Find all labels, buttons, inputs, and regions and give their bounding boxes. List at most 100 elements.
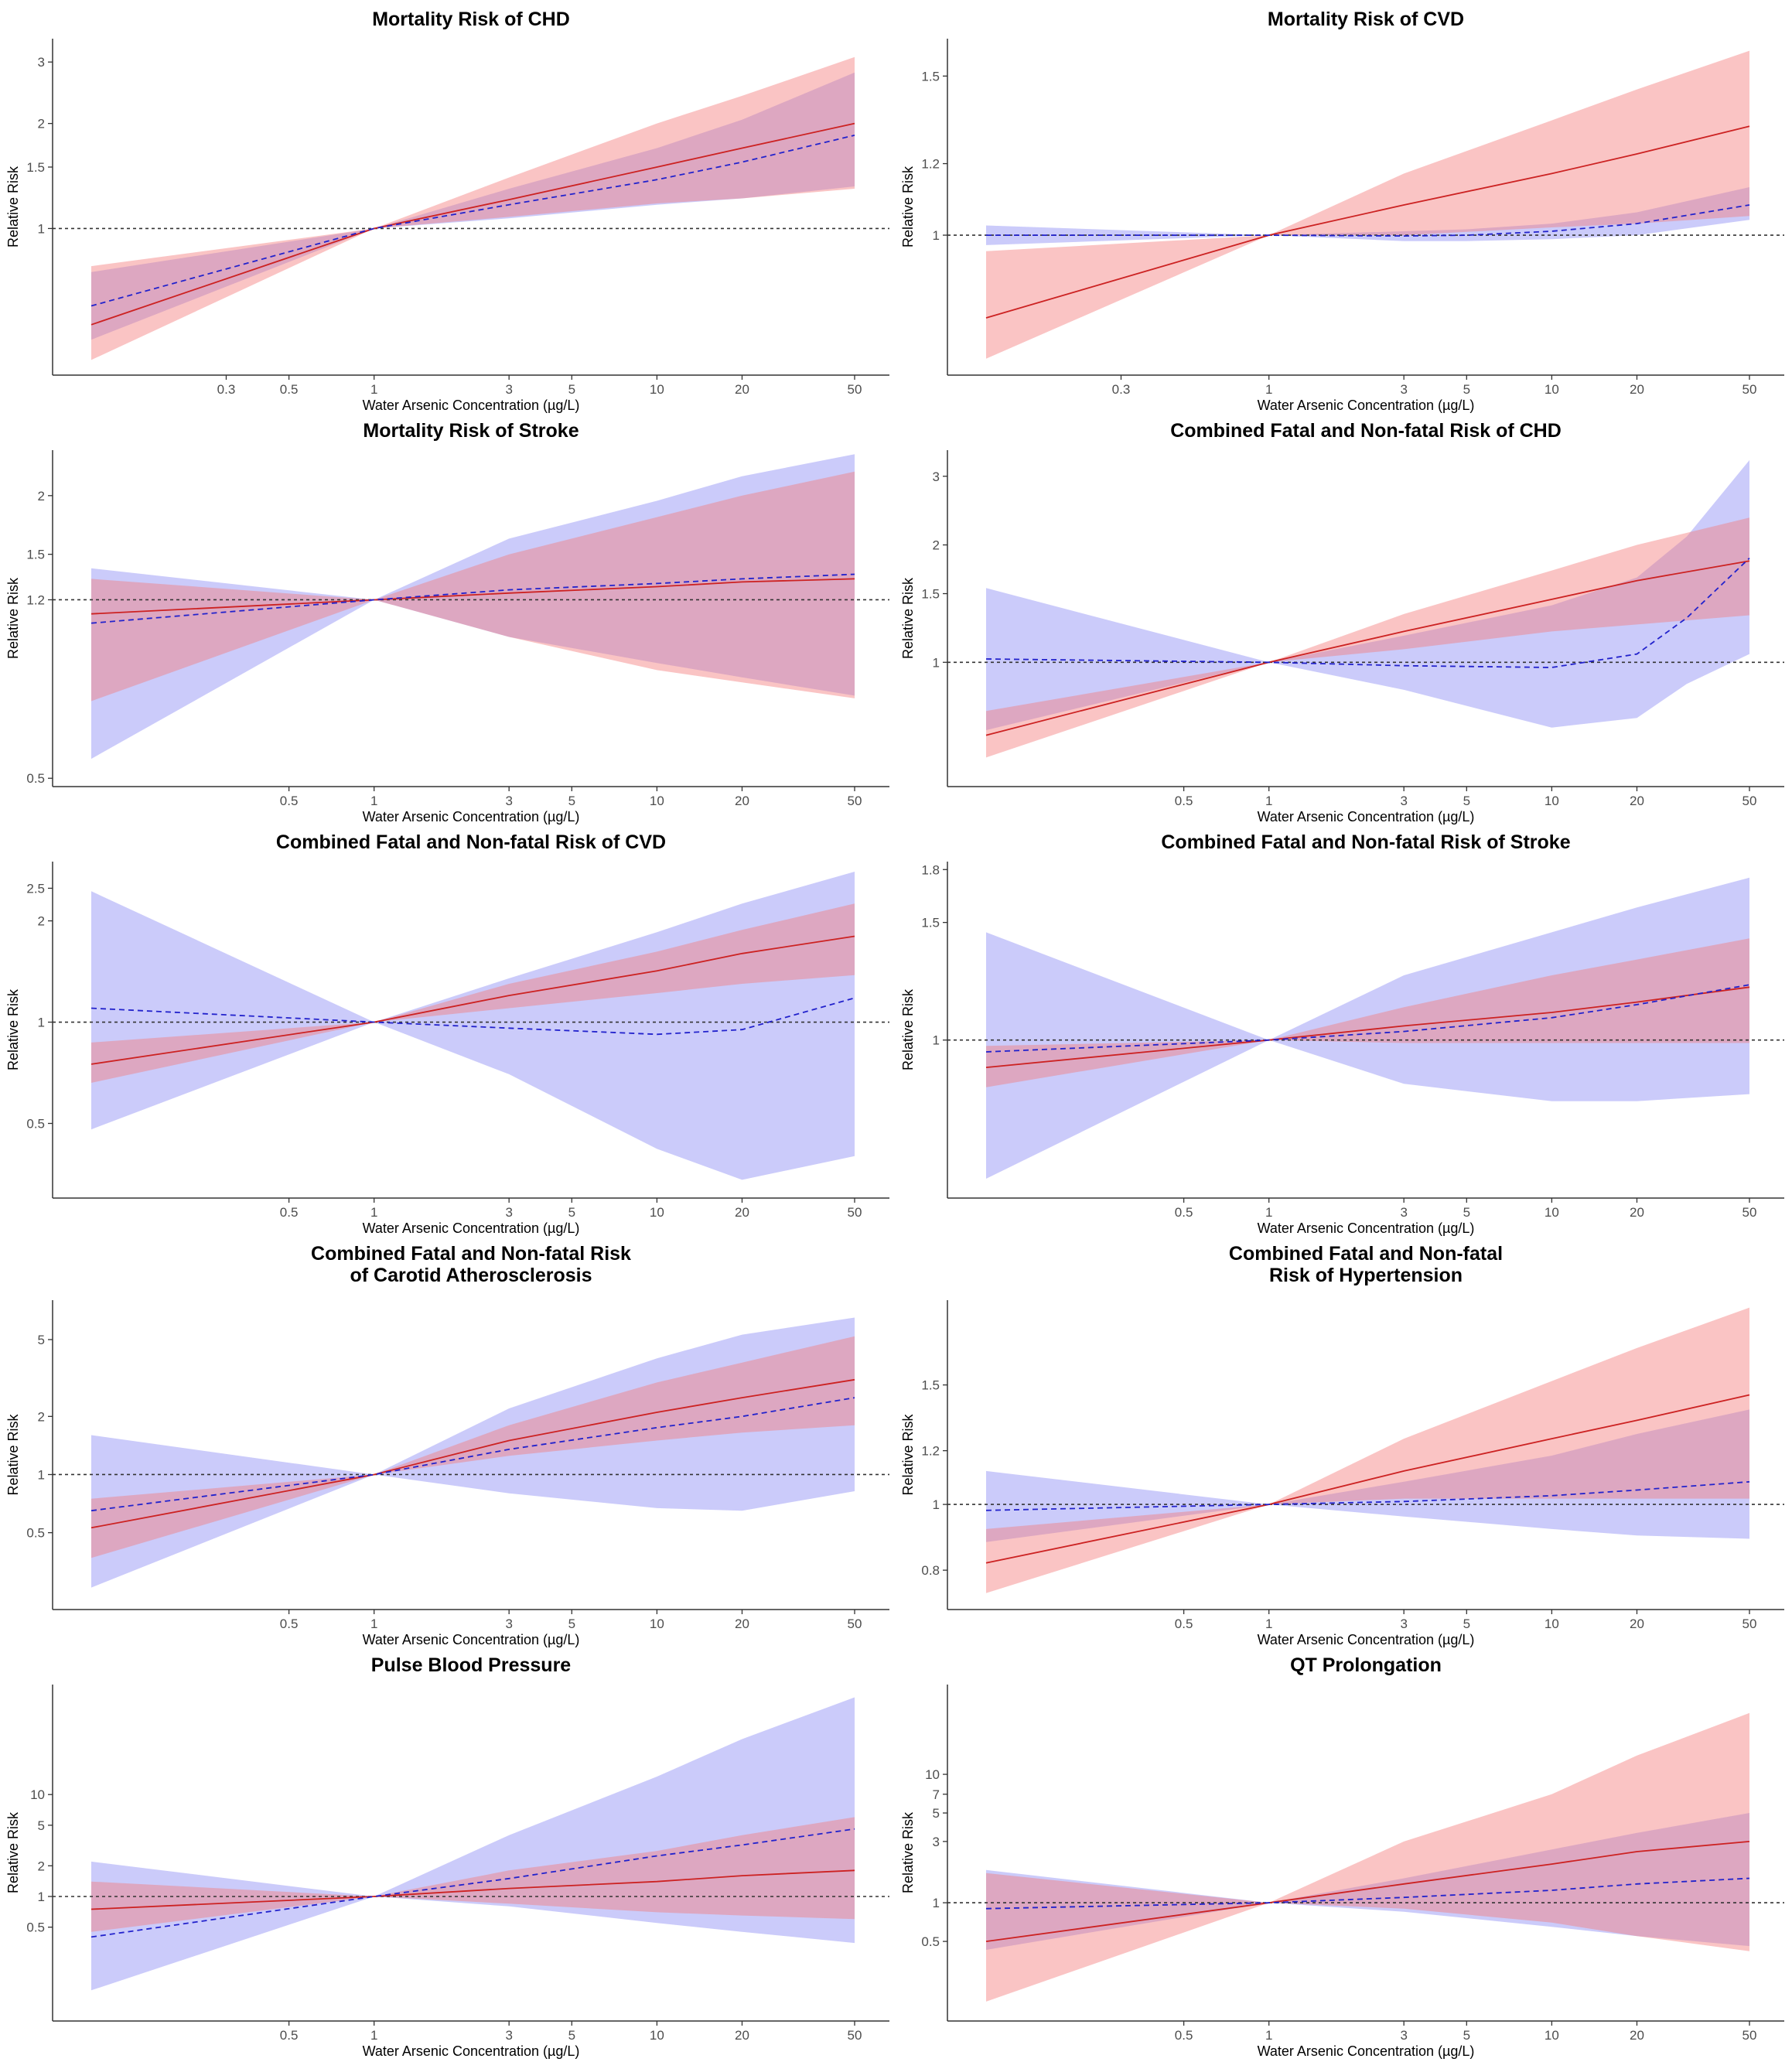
y-axis-label: Relative Risk — [900, 988, 916, 1070]
y-tick-label: 1 — [38, 1890, 45, 1904]
y-tick-label: 2 — [38, 1859, 45, 1873]
x-tick-label: 5 — [568, 2028, 575, 2043]
red-estimate-line — [985, 125, 1750, 319]
x-axis-label: Water Arsenic Concentration (µg/L) — [363, 2043, 580, 2059]
x-tick-label: 0.5 — [1175, 1205, 1193, 1220]
x-tick-label: 50 — [848, 2028, 862, 2043]
y-axis-label: Relative Risk — [900, 1413, 916, 1495]
red-confidence-band — [91, 471, 855, 702]
blue-estimate-line — [90, 997, 855, 1036]
x-tick-label: 0.5 — [1175, 794, 1193, 808]
chart-panel-4: Combined Fatal and Non-fatal Risk of CHD… — [900, 420, 1784, 824]
y-axis-label: Relative Risk — [5, 166, 21, 248]
y-tick-label: 3 — [38, 55, 45, 70]
y-axis-label: Relative Risk — [5, 1413, 21, 1495]
y-tick-label: 0.5 — [26, 771, 45, 786]
y-tick-label: 1 — [933, 1896, 940, 1910]
y-tick-label: 1.2 — [26, 592, 45, 607]
y-axis-label: Relative Risk — [900, 577, 916, 659]
red-estimate-line — [90, 122, 855, 326]
y-tick-label: 3 — [933, 1835, 940, 1849]
x-tick-label: 1 — [1265, 1205, 1272, 1220]
y-tick-label: 1 — [38, 1467, 45, 1482]
x-tick-label: 5 — [1463, 2028, 1470, 2043]
red-confidence-band — [986, 1307, 1749, 1593]
red-estimate-line — [985, 1841, 1750, 1942]
x-tick-label: 3 — [1400, 1616, 1407, 1631]
x-tick-label: 0.3 — [1112, 382, 1131, 397]
x-tick-label: 3 — [505, 1205, 512, 1220]
y-tick-label: 10 — [30, 1787, 45, 1802]
panel-title: Combined Fatal and Non-fatal — [1229, 1243, 1503, 1265]
y-tick-label: 1 — [933, 655, 940, 670]
blue-estimate-line — [90, 573, 855, 624]
y-tick-label: 0.5 — [921, 1934, 940, 1949]
blue-confidence-band — [986, 187, 1749, 245]
y-tick-label: 2.5 — [26, 881, 45, 896]
x-tick-label: 10 — [650, 1205, 664, 1220]
y-tick-label: 5 — [38, 1333, 45, 1347]
x-axis-label: Water Arsenic Concentration (µg/L) — [363, 398, 580, 413]
y-tick-label: 5 — [933, 1806, 940, 1821]
x-axis-label: Water Arsenic Concentration (µg/L) — [363, 1632, 580, 1647]
x-tick-label: 20 — [1630, 1616, 1644, 1631]
panel-title: Combined Fatal and Non-fatal Risk of CVD — [276, 831, 666, 853]
blue-confidence-band — [986, 877, 1749, 1179]
blue-confidence-band — [91, 454, 855, 760]
chart-panel-10: QT Prolongation 0.5 1 3 5 7 10 0.5 1 3 5 10 20 50 Wate… — [900, 1654, 1784, 2059]
x-axis-label: Water Arsenic Concentration (µg/L) — [1258, 809, 1475, 824]
x-tick-label: 3 — [1400, 2028, 1407, 2043]
x-tick-label: 10 — [1545, 1205, 1559, 1220]
x-tick-label: 3 — [505, 2028, 512, 2043]
y-axis-label: Relative Risk — [900, 1811, 916, 1893]
red-estimate-line — [90, 935, 855, 1065]
x-tick-label: 20 — [1630, 2028, 1644, 2043]
y-tick-label: 1.5 — [921, 587, 940, 602]
y-tick-label: 1.5 — [921, 916, 940, 930]
panel-title: Pulse Blood Pressure — [371, 1654, 572, 1676]
red-estimate-line — [90, 1378, 855, 1529]
red-confidence-band — [91, 1817, 855, 1932]
blue-estimate-line — [985, 557, 1750, 668]
y-tick-label: 2 — [933, 538, 940, 553]
x-tick-label: 50 — [848, 1205, 862, 1220]
x-tick-label: 0.5 — [1175, 1616, 1193, 1631]
x-tick-label: 20 — [735, 1616, 749, 1631]
x-axis-label: Water Arsenic Concentration (µg/L) — [1258, 1632, 1475, 1647]
x-tick-label: 3 — [505, 1616, 512, 1631]
chart-panel-5: Combined Fatal and Non-fatal Risk of CVD… — [5, 831, 889, 1236]
blue-estimate-line — [985, 984, 1750, 1053]
x-tick-label: 50 — [1743, 2028, 1757, 2043]
x-tick-label: 50 — [1743, 1616, 1757, 1631]
x-tick-label: 10 — [1545, 794, 1559, 808]
x-tick-label: 1 — [1265, 2028, 1272, 2043]
panel-title: Risk of Hypertension — [1269, 1265, 1463, 1286]
x-axis-label: Water Arsenic Concentration (µg/L) — [363, 1220, 580, 1236]
panel-title: Combined Fatal and Non-fatal Risk of Str… — [1161, 831, 1570, 853]
panel-title: Combined Fatal and Non-fatal Risk of CHD — [1170, 420, 1562, 442]
panel-title: Mortality Risk of CVD — [1268, 9, 1464, 30]
x-tick-label: 50 — [1743, 794, 1757, 808]
y-tick-label: 0.5 — [26, 1920, 45, 1935]
blue-estimate-line — [985, 1877, 1750, 1910]
y-tick-label: 1 — [933, 228, 940, 243]
x-tick-label: 0.5 — [280, 2028, 299, 2043]
x-tick-label: 0.5 — [280, 1205, 299, 1220]
y-tick-label: 5 — [38, 1818, 45, 1833]
red-confidence-band — [91, 56, 855, 360]
y-tick-label: 1.5 — [921, 69, 940, 84]
x-tick-label: 1 — [1265, 794, 1272, 808]
x-tick-label: 3 — [1400, 794, 1407, 808]
x-tick-label: 1 — [370, 382, 377, 397]
y-tick-label: 0.5 — [26, 1116, 45, 1131]
x-axis-label: Water Arsenic Concentration (µg/L) — [1258, 398, 1475, 413]
blue-estimate-line — [986, 204, 1750, 237]
x-tick-label: 20 — [1630, 1205, 1644, 1220]
x-tick-label: 0.5 — [280, 382, 299, 397]
x-tick-label: 50 — [848, 794, 862, 808]
y-tick-label: 1 — [933, 1033, 940, 1048]
blue-confidence-band — [91, 872, 855, 1180]
x-tick-label: 3 — [505, 794, 512, 808]
